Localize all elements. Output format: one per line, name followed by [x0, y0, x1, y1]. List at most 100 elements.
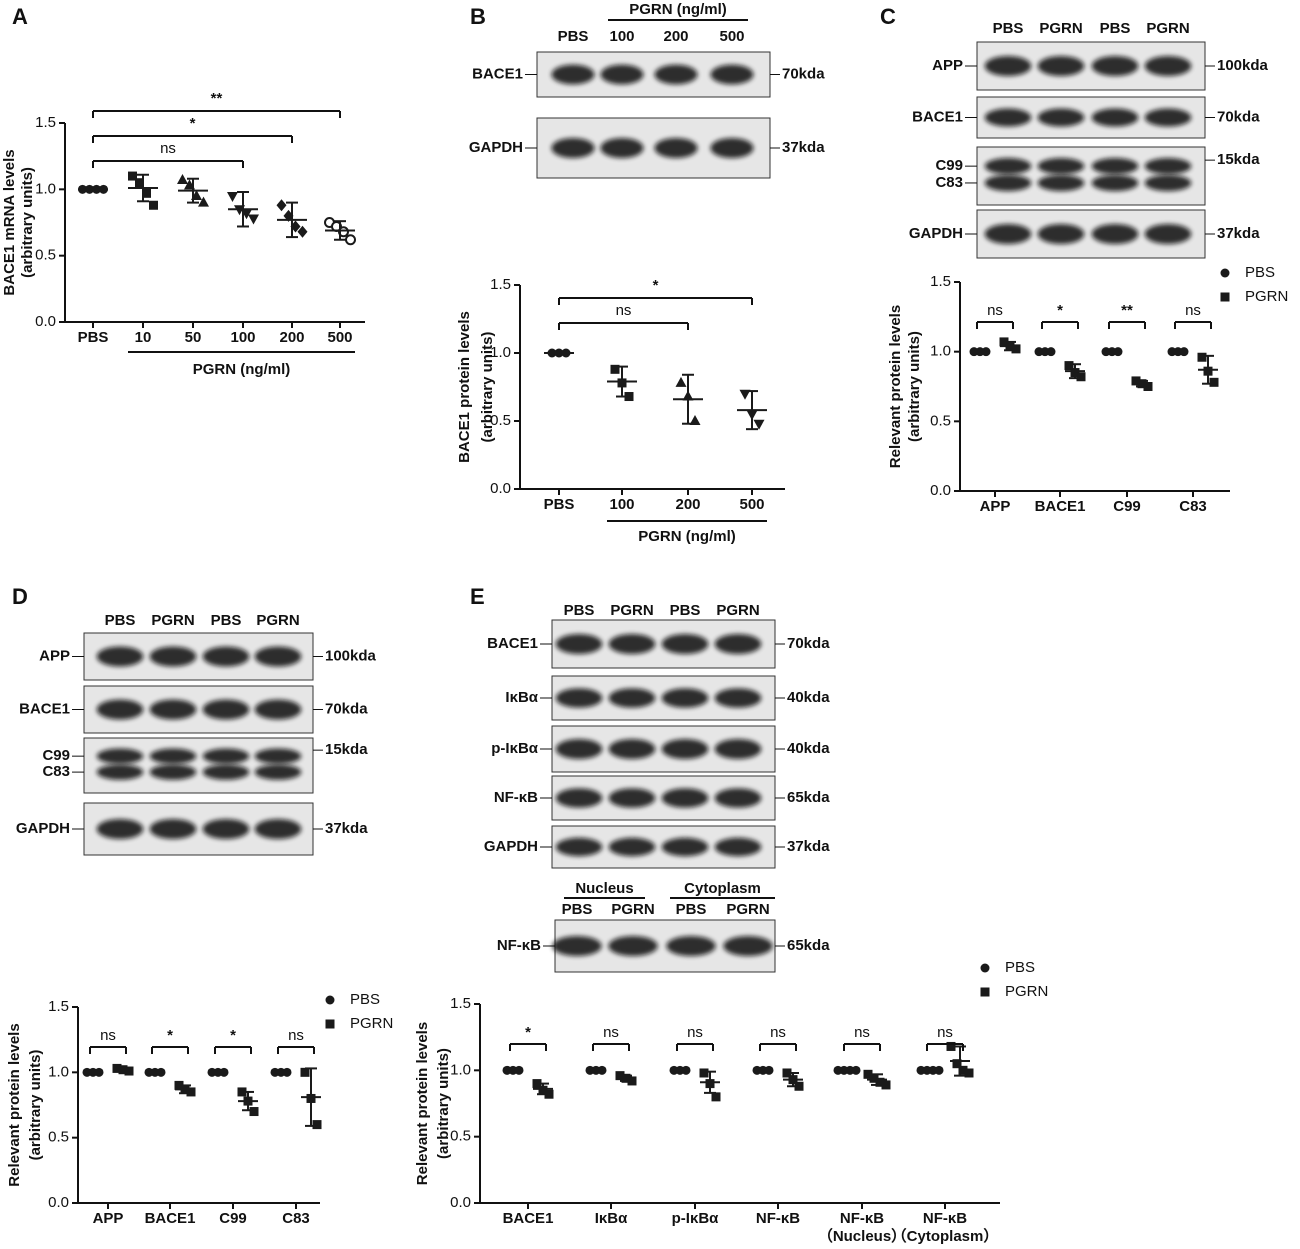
band-label: NF-κB: [494, 789, 538, 806]
point: [1220, 292, 1230, 302]
blot-group-label: PGRN (ng/ml): [629, 1, 727, 18]
band: [1037, 174, 1085, 192]
band: [96, 646, 144, 667]
band: [149, 699, 197, 720]
band: [661, 634, 709, 654]
point: [875, 1077, 885, 1087]
y-tick-label: 1.0: [35, 180, 56, 197]
band: [1144, 174, 1192, 192]
x-tick-label: 200: [675, 496, 700, 513]
point: [610, 364, 620, 374]
band: [608, 634, 656, 654]
band-label: C83: [42, 763, 70, 780]
x-tick-label: APP: [980, 498, 1011, 515]
kda-label: 70kda: [1217, 108, 1260, 125]
x-tick-label: APP: [93, 1210, 124, 1227]
point: [128, 171, 137, 181]
x-tick-label: BACE1: [145, 1210, 196, 1227]
sig-label: ns: [288, 1027, 304, 1044]
x-tick-label: IκBα: [595, 1210, 628, 1227]
blot-group-label: Nucleus: [575, 880, 633, 897]
sig-label: ns: [160, 140, 176, 157]
band: [608, 788, 656, 808]
band-label: GAPDH: [484, 838, 538, 855]
lane-label: PGRN: [256, 612, 299, 629]
x-tick-label: （Cytoplasm）: [892, 1227, 999, 1245]
point: [699, 1068, 709, 1078]
band: [714, 688, 762, 708]
sig-label: ns: [770, 1024, 786, 1041]
band: [202, 748, 250, 764]
point: [276, 199, 287, 212]
point: [325, 1019, 335, 1029]
y-tick-label: 0.0: [930, 482, 951, 499]
point: [1064, 361, 1074, 371]
y-tick-label: 0.0: [35, 313, 56, 330]
sig-label: **: [1121, 302, 1133, 319]
panel-letter: E: [470, 584, 485, 609]
lane-label: PGRN: [716, 602, 759, 619]
y-axis-label: Relevant protein levels: [6, 1023, 23, 1186]
band: [254, 699, 302, 720]
point: [934, 1065, 944, 1075]
band: [984, 56, 1032, 76]
point: [248, 214, 259, 225]
band: [202, 699, 250, 720]
point: [1011, 344, 1021, 354]
band: [254, 646, 302, 667]
kda-label: 65kda: [787, 937, 830, 954]
point: [711, 1092, 721, 1102]
point: [881, 1080, 891, 1090]
band: [714, 788, 762, 808]
kda-label: 37kda: [1217, 225, 1260, 242]
band: [714, 837, 762, 857]
legend-label: PBS: [1245, 264, 1275, 281]
y-tick-label: 1.5: [490, 276, 511, 293]
x-tick-label: （Nucleus）: [818, 1227, 906, 1245]
kda-label: 65kda: [787, 789, 830, 806]
band: [608, 688, 656, 708]
x-tick-label: PBS: [544, 496, 575, 513]
kda-label: 37kda: [787, 838, 830, 855]
band: [555, 837, 603, 857]
band: [149, 748, 197, 764]
legend-label: PBS: [1005, 959, 1035, 976]
band: [254, 748, 302, 764]
point: [300, 1067, 310, 1077]
band: [555, 788, 603, 808]
sig-label: *: [653, 277, 659, 294]
legend-label: PGRN: [1245, 288, 1288, 305]
x-tick-label: 50: [185, 329, 202, 346]
band: [600, 64, 644, 85]
kda-label: 70kda: [787, 635, 830, 652]
band: [666, 936, 716, 956]
band: [1091, 174, 1139, 192]
lane-label: PGRN: [1146, 20, 1189, 37]
band: [661, 739, 709, 759]
band: [1037, 56, 1085, 76]
y-tick-label: 1.0: [490, 344, 511, 361]
x-tick-label: 100: [230, 329, 255, 346]
lane-label: PBS: [993, 20, 1024, 37]
sig-label: ns: [616, 302, 632, 319]
sig-label: ns: [603, 1024, 619, 1041]
point: [981, 347, 991, 357]
band: [551, 138, 595, 158]
sig-label: ns: [100, 1027, 116, 1044]
point: [1209, 377, 1219, 387]
point: [227, 191, 238, 202]
band-label: C83: [935, 174, 963, 191]
band: [202, 764, 250, 780]
lane-label: PBS: [676, 901, 707, 918]
point: [1197, 352, 1207, 362]
band-label: GAPDH: [16, 820, 70, 837]
lane-label: PBS: [562, 901, 593, 918]
band: [96, 699, 144, 720]
x-tick-label: NF-κB: [923, 1210, 967, 1227]
x-tick-label: PBS: [78, 329, 109, 346]
x-tick-label: C83: [282, 1210, 310, 1227]
x-tick-label: C99: [1113, 498, 1141, 515]
point: [980, 963, 990, 973]
band: [149, 764, 197, 780]
band-label: IκBα: [505, 689, 538, 706]
